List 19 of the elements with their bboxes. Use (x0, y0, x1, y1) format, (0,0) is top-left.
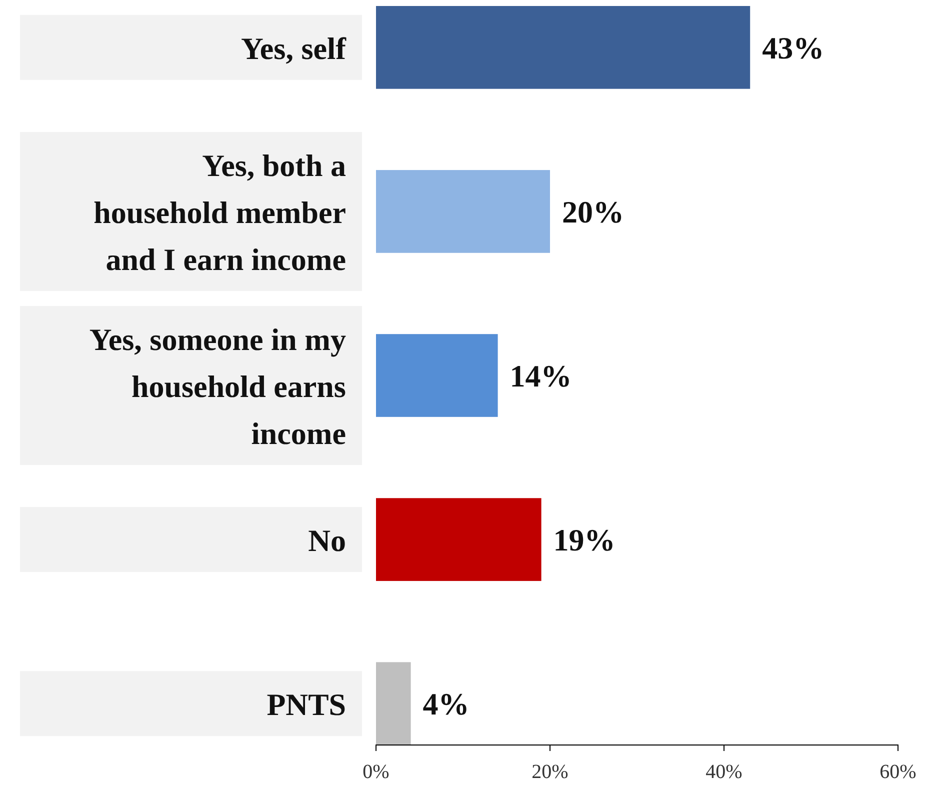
data-label: 43% (762, 30, 824, 66)
data-label: 19% (553, 522, 616, 558)
data-label: 4% (422, 686, 470, 722)
bar (376, 6, 750, 89)
x-tick-label: 60% (880, 761, 916, 783)
y-tick-label: PNTS (266, 687, 346, 722)
bar (376, 170, 550, 253)
y-tick-label: Yes, someone in my household earns income (89, 322, 346, 451)
data-label: 14% (510, 358, 572, 394)
x-tick-label: 20% (532, 761, 568, 783)
y-tick-label: No (308, 523, 346, 558)
data-label: 20% (562, 194, 624, 230)
y-tick-label: Yes, self (240, 30, 347, 66)
bar (376, 334, 498, 417)
bar (376, 662, 411, 745)
x-tick-label: 0% (362, 761, 390, 783)
y-tick-label: Yes, both a household member and I earn income (94, 148, 346, 277)
x-tick-label: 40% (706, 761, 742, 783)
bar (376, 498, 542, 581)
